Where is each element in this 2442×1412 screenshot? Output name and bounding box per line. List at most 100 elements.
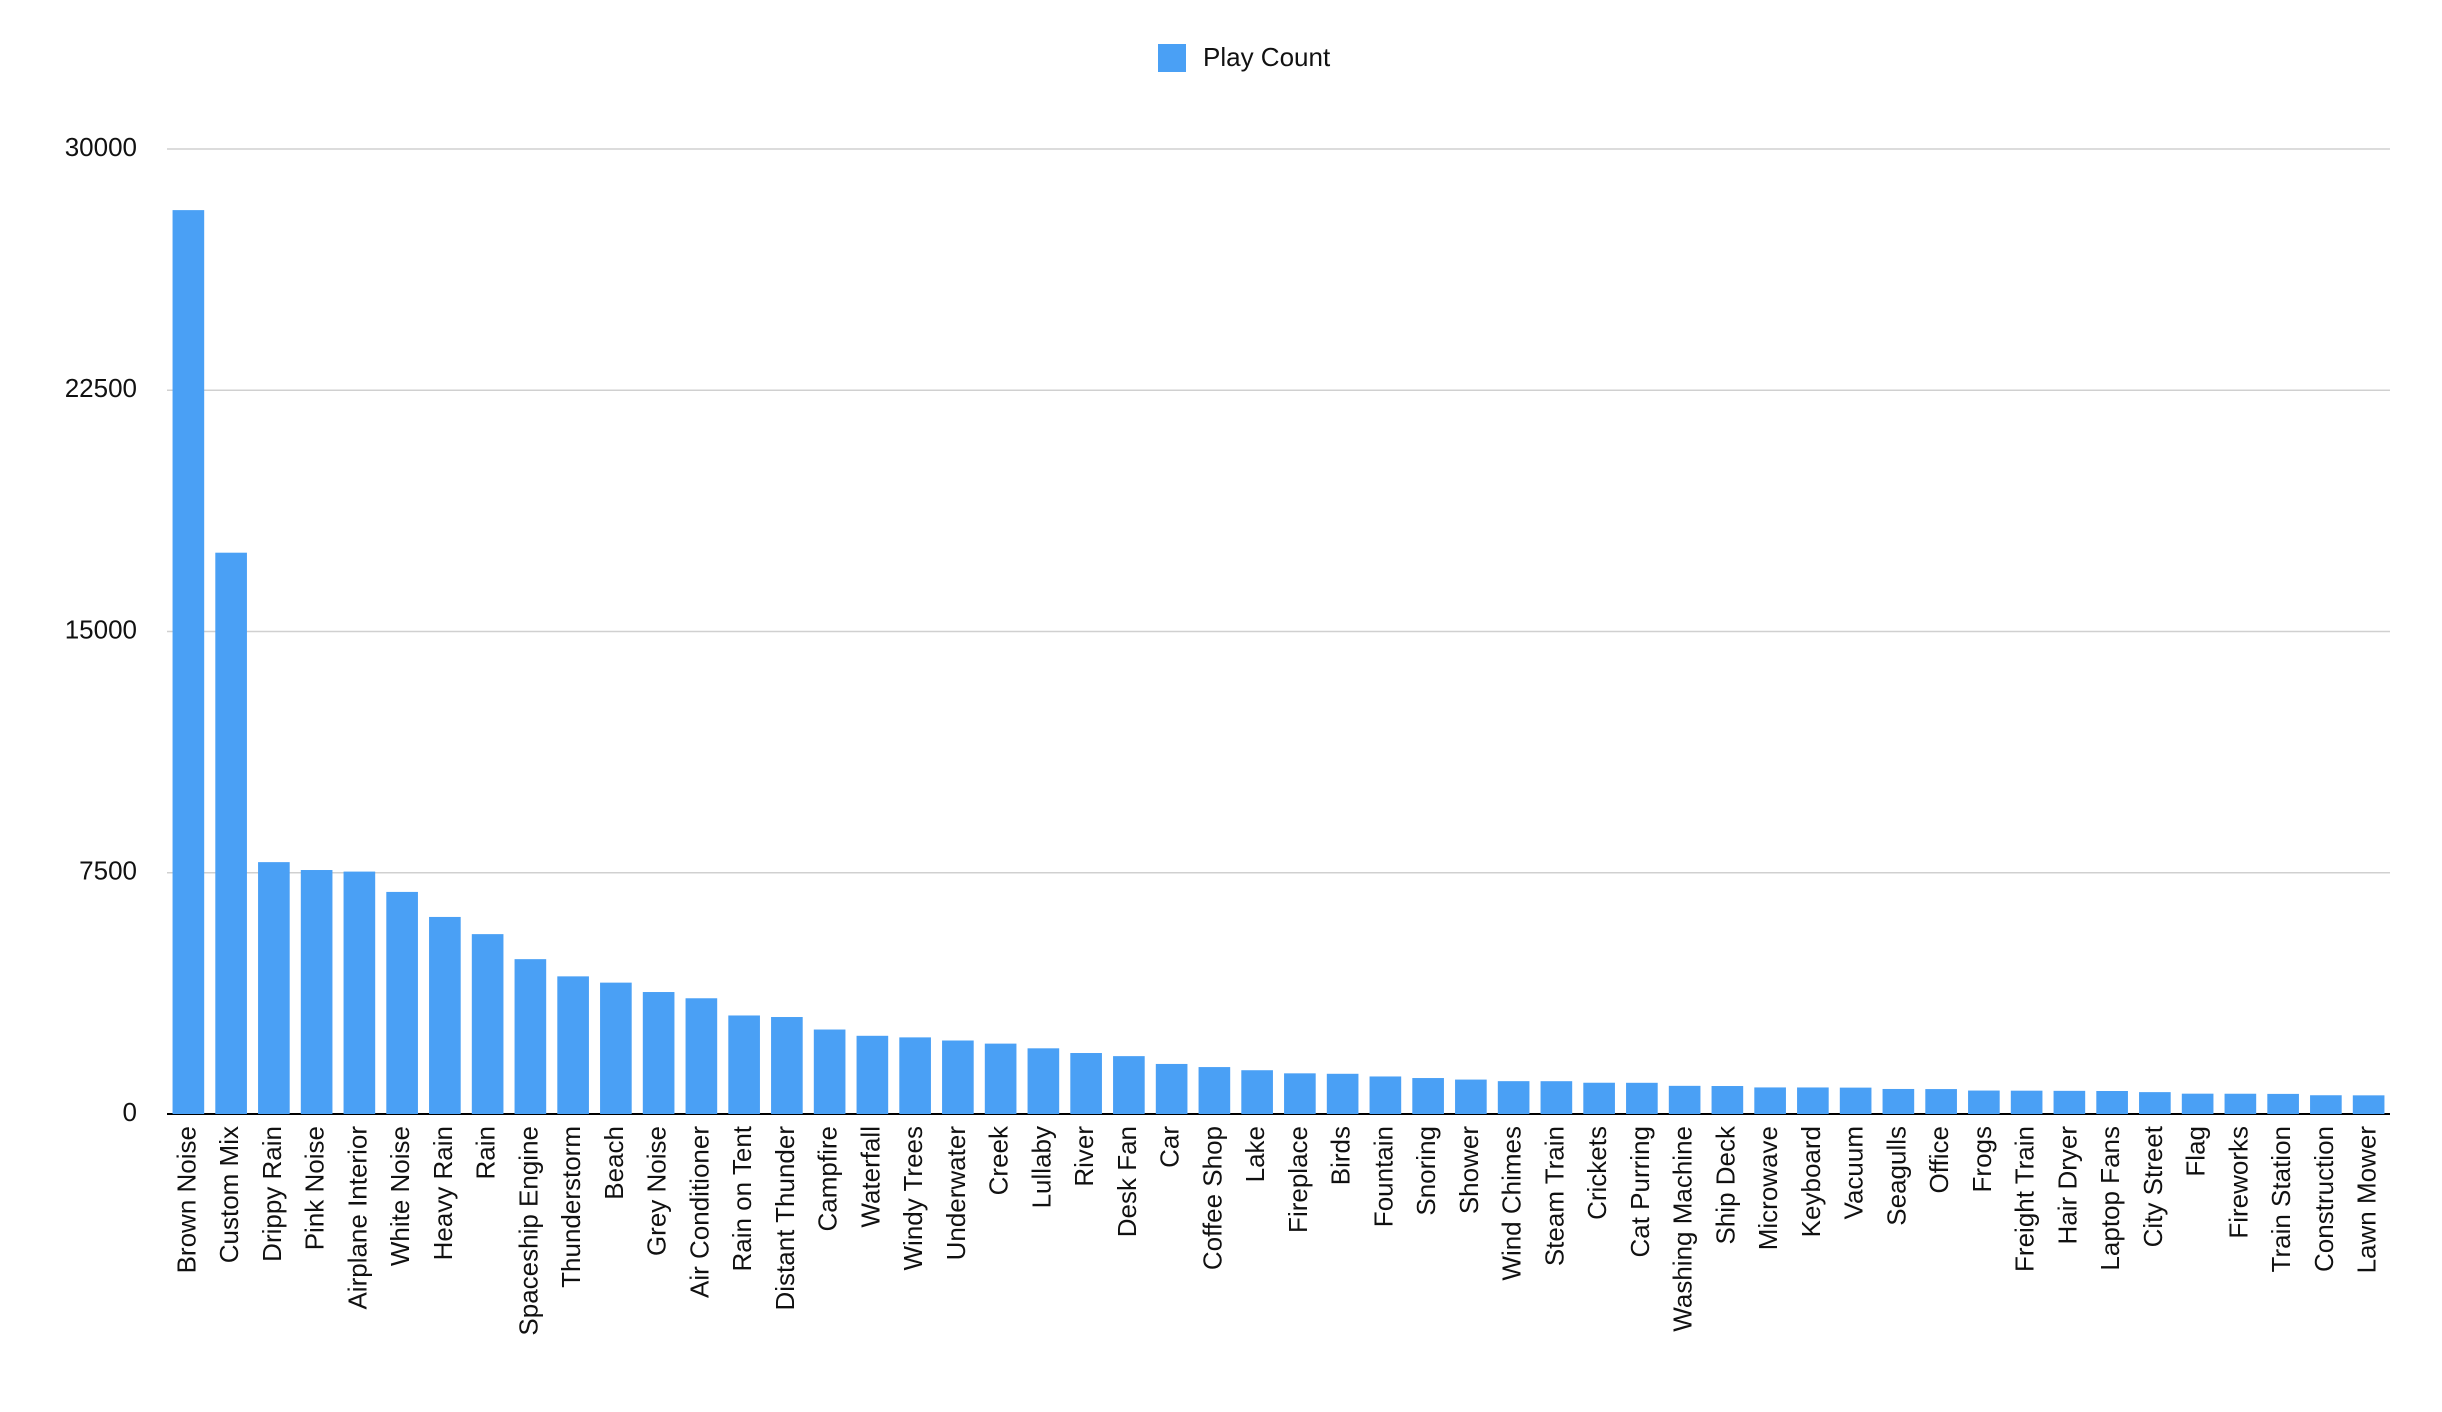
bar xyxy=(300,870,333,1114)
bar xyxy=(728,1015,760,1114)
bar xyxy=(1882,1088,1915,1114)
y-tick-label: 7500 xyxy=(79,856,137,886)
bar xyxy=(1412,1078,1444,1114)
bar xyxy=(2352,1095,2385,1114)
bar xyxy=(2139,1092,2171,1114)
x-tick-label: Frogs xyxy=(1967,1126,1997,1192)
y-tick-label: 0 xyxy=(123,1097,137,1127)
bar xyxy=(685,998,718,1114)
bar xyxy=(642,992,675,1114)
x-tick-label: Drippy Rain xyxy=(257,1126,287,1262)
x-tick-label: Seagulls xyxy=(1881,1126,1911,1226)
bar xyxy=(1369,1076,1402,1114)
x-tick-label: Office xyxy=(1924,1126,1954,1193)
x-tick-label: Vacuum xyxy=(1839,1126,1869,1219)
x-tick-label: Thunderstorm xyxy=(556,1126,586,1288)
x-tick-label: Airplane Interior xyxy=(342,1126,372,1310)
bar xyxy=(2053,1090,2086,1114)
bar xyxy=(258,862,290,1114)
x-tick-label: Laptop Fans xyxy=(2095,1126,2125,1271)
bar xyxy=(771,1017,803,1114)
x-tick-label: Keyboard xyxy=(1796,1126,1826,1237)
bar xyxy=(1754,1087,1786,1114)
bar xyxy=(2181,1093,2214,1114)
x-tick-label: Birds xyxy=(1326,1126,1356,1185)
x-tick-label: Flag xyxy=(2181,1126,2211,1177)
x-tick-label: Car xyxy=(1155,1126,1185,1168)
x-tick-label: Snoring xyxy=(1411,1126,1441,1216)
x-tick-label: Train Station xyxy=(2266,1126,2296,1272)
x-tick-label: Microwave xyxy=(1753,1126,1783,1250)
legend-swatch xyxy=(1158,44,1186,72)
bar xyxy=(1241,1070,1273,1114)
bar xyxy=(1797,1087,1829,1114)
x-tick-label: Lake xyxy=(1240,1126,1270,1182)
y-tick-label: 15000 xyxy=(65,614,137,644)
bar xyxy=(984,1043,1017,1114)
bar xyxy=(1540,1081,1573,1114)
x-tick-label: Lawn Mower xyxy=(2352,1126,2382,1274)
bar xyxy=(856,1035,889,1114)
x-tick-label: Freight Train xyxy=(2010,1126,2040,1272)
bar xyxy=(429,916,461,1114)
bar xyxy=(2267,1093,2299,1114)
x-tick-label: Air Conditioner xyxy=(684,1126,714,1298)
bar xyxy=(1027,1048,1060,1114)
x-tick-label: Desk Fan xyxy=(1112,1126,1142,1237)
x-tick-label: Lullaby xyxy=(1026,1126,1056,1208)
bar xyxy=(1668,1085,1701,1114)
y-tick-label: 22500 xyxy=(65,373,137,403)
x-tick-label: Creek xyxy=(984,1125,1014,1195)
bar xyxy=(1583,1082,1615,1114)
bar xyxy=(600,982,632,1114)
bar xyxy=(1284,1073,1316,1114)
x-tick-label: Wind Chimes xyxy=(1497,1126,1527,1281)
bar xyxy=(1925,1089,1957,1114)
bar xyxy=(1198,1067,1231,1114)
x-tick-label: Campfire xyxy=(813,1126,843,1231)
x-tick-label: Brown Noise xyxy=(171,1126,201,1273)
bar xyxy=(942,1040,974,1114)
x-tick-label: Rain xyxy=(471,1126,501,1179)
x-tick-label: White Noise xyxy=(385,1126,415,1266)
x-tick-label: Fountain xyxy=(1368,1126,1398,1227)
x-tick-label: River xyxy=(1069,1126,1099,1187)
x-tick-label: Grey Noise xyxy=(642,1126,672,1256)
x-tick-label: Rain on Tent xyxy=(727,1125,757,1271)
bar xyxy=(386,891,418,1114)
y-tick-label: 30000 xyxy=(65,132,137,162)
x-tick-label: Distant Thunder xyxy=(770,1126,800,1311)
x-tick-label: Shower xyxy=(1454,1126,1484,1214)
bar xyxy=(514,959,547,1114)
bar xyxy=(813,1029,846,1114)
bar xyxy=(1113,1056,1145,1114)
bar xyxy=(557,976,589,1114)
bar xyxy=(172,210,205,1114)
x-tick-label: Construction xyxy=(2309,1126,2339,1272)
bar xyxy=(2310,1095,2342,1114)
legend-label: Play Count xyxy=(1203,42,1331,72)
x-tick-label: Underwater xyxy=(941,1126,971,1261)
x-tick-label: Cat Purring xyxy=(1625,1126,1655,1258)
bar xyxy=(1155,1063,1188,1114)
x-tick-label: Crickets xyxy=(1582,1126,1612,1220)
x-tick-label: Coffee Shop xyxy=(1197,1126,1227,1270)
x-tick-label: Waterfall xyxy=(855,1126,885,1228)
x-tick-label: Windy Trees xyxy=(898,1126,928,1271)
x-tick-label: Fireplace xyxy=(1283,1126,1313,1233)
bar xyxy=(1326,1073,1359,1114)
bar xyxy=(2224,1093,2257,1114)
x-tick-label: Fireworks xyxy=(2223,1126,2253,1239)
bar xyxy=(215,552,247,1114)
bar xyxy=(1070,1053,1102,1114)
bar xyxy=(1839,1087,1872,1114)
bar xyxy=(2096,1091,2128,1114)
bar xyxy=(1497,1081,1530,1114)
x-tick-label: Beach xyxy=(599,1126,629,1200)
x-tick-label: Spaceship Engine xyxy=(513,1126,543,1336)
bar xyxy=(899,1037,931,1114)
x-tick-label: Steam Train xyxy=(1539,1126,1569,1266)
x-tick-label: Ship Deck xyxy=(1710,1125,1740,1244)
bar xyxy=(1626,1082,1658,1114)
x-tick-label: Washing Machine xyxy=(1668,1126,1698,1332)
